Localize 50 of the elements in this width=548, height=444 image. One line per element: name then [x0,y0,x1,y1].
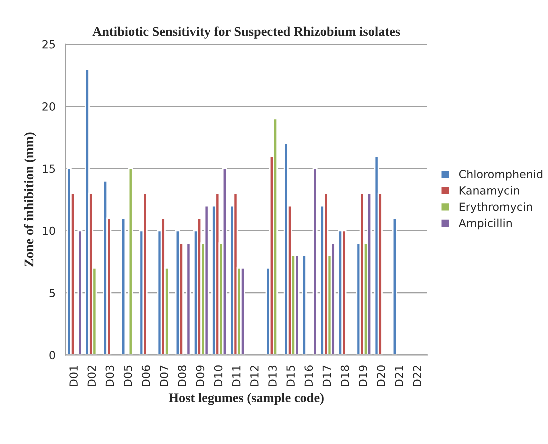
bar [78,230,83,356]
x-tick-label: D18 [340,366,350,387]
legend-label: Ampicillin [458,218,512,230]
bar [312,168,318,356]
bar [367,192,372,356]
y-tick-label: 25 [42,40,56,49]
y-axis-title: Zone of inhibition (mm) [24,132,36,267]
bar [294,255,300,356]
bar [240,267,246,356]
bar [330,242,336,356]
x-tick-label: D05 [124,366,132,387]
y-tick-label: 20 [42,102,56,111]
bar [186,242,192,356]
chart-title: Antibiotic Sensitivity for Suspected Rhizobium isolates [92,26,400,39]
x-tick-label: D22 [413,366,422,387]
y-tick-label: 15 [43,164,56,174]
x-tick-label: D12 [250,366,259,387]
x-tick-label: D03 [106,366,114,387]
x-tick-label: D07 [160,366,168,387]
legend-label: Chloromphenid [459,170,543,181]
x-tick-label: D06 [142,366,150,387]
bar [342,230,347,356]
bar [204,205,210,356]
bar [121,218,126,356]
x-tick-label: D19 [358,366,368,387]
bar [128,168,134,356]
y-tick-label: 10 [43,226,56,236]
legend-label: Kanamycin [460,186,520,198]
x-tick-label: D16 [304,366,314,387]
bar [233,192,238,356]
bar [273,118,278,356]
x-tick-label: D21 [395,366,404,387]
x-tick-label: D08 [178,366,187,387]
x-tick-label: D10 [214,366,223,387]
x-tick-label: D09 [196,366,205,387]
x-tick-label: D20 [377,366,386,387]
x-tick-label: D17 [322,366,332,387]
bar [392,218,398,356]
x-tick-label: D02 [88,366,96,387]
x-tick-label: D11 [232,366,241,387]
y-tick-label: 0 [50,351,56,360]
bar [142,192,148,356]
x-axis-title: Host legumes (sample code) [168,393,324,406]
legend-label: Erythromycin [460,202,532,214]
bar [302,255,307,356]
x-tick-label: D13 [268,366,277,387]
y-tick-label: 5 [50,289,56,298]
x-tick-label: D01 [70,366,78,387]
x-tick-label: D15 [286,366,296,387]
bar [222,168,228,356]
